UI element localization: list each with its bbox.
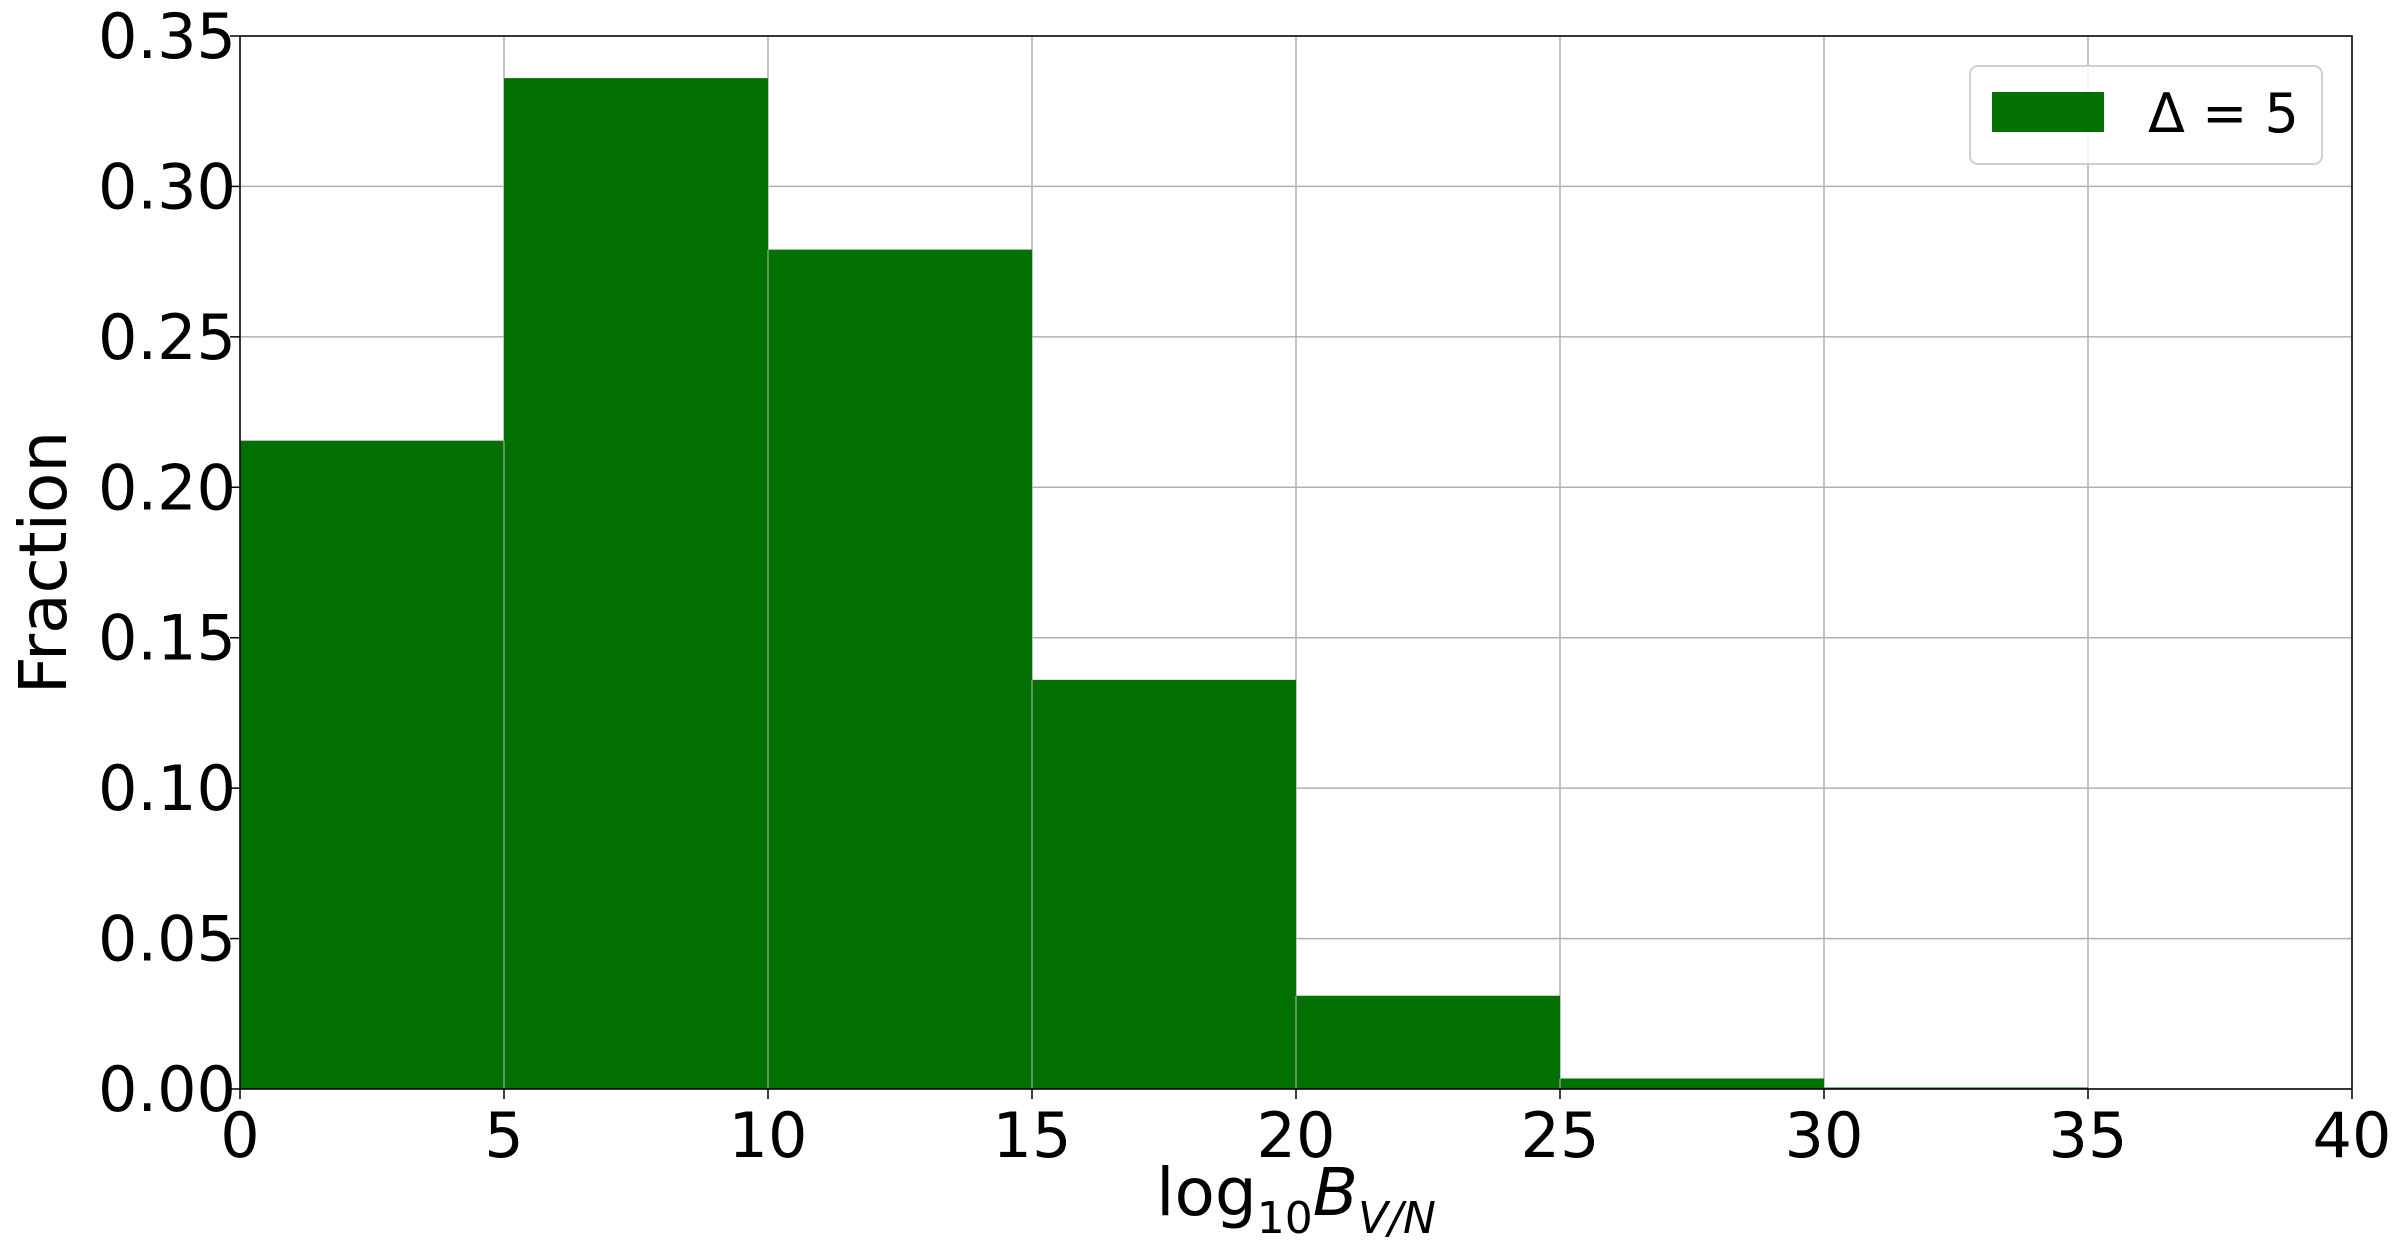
legend-label: Δ = 5 [2148, 82, 2299, 145]
legend-box [1969, 65, 2323, 165]
y-tick-label: 0.10 [98, 752, 236, 825]
histogram-bar-15-20 [1032, 679, 1296, 1089]
x-tick-label: 35 [2049, 1099, 2128, 1172]
y-tick-label: 0.35 [98, 0, 236, 73]
y-tick-label: 0.00 [98, 1053, 236, 1126]
y-tick-label: 0.25 [98, 301, 236, 374]
x-tick-label: 5 [484, 1099, 523, 1172]
x-tick-label: 10 [729, 1099, 808, 1172]
y-tick-label: 0.05 [98, 903, 236, 976]
x-axis-label: log10BV/N [1156, 1154, 1436, 1244]
x-tick-label: 20 [1257, 1099, 1336, 1172]
y-tick-label: 0.30 [98, 150, 236, 223]
y-tick-label: 0.20 [98, 451, 236, 524]
histogram-bar-20-25 [1296, 995, 1560, 1089]
x-tick-label: 15 [993, 1099, 1072, 1172]
y-axis-ticks: 0.00 0.05 0.10 0.15 0.20 0.25 0.30 0.35 [98, 0, 240, 1126]
legend: Δ = 5 [1969, 65, 2323, 165]
x-axis-ticks: 0 5 10 15 20 25 30 35 40 [220, 1089, 2391, 1172]
y-tick-label: 0.15 [98, 602, 236, 675]
histogram-bar-10-15 [768, 249, 1032, 1089]
histogram-bar-0-5 [240, 440, 504, 1090]
histogram-bar-30-35 [1824, 1087, 2088, 1089]
histogram-bars [240, 78, 2088, 1090]
x-tick-label: 40 [2313, 1099, 2392, 1172]
histogram-bar-25-30 [1560, 1078, 1824, 1089]
x-tick-label: 0 [220, 1099, 259, 1172]
y-axis-label: Fraction [5, 431, 82, 694]
histogram-bar-5-10 [504, 78, 768, 1090]
x-tick-label: 30 [1785, 1099, 1864, 1172]
legend-swatch [1992, 92, 2104, 132]
x-tick-label: 25 [1521, 1099, 1600, 1172]
